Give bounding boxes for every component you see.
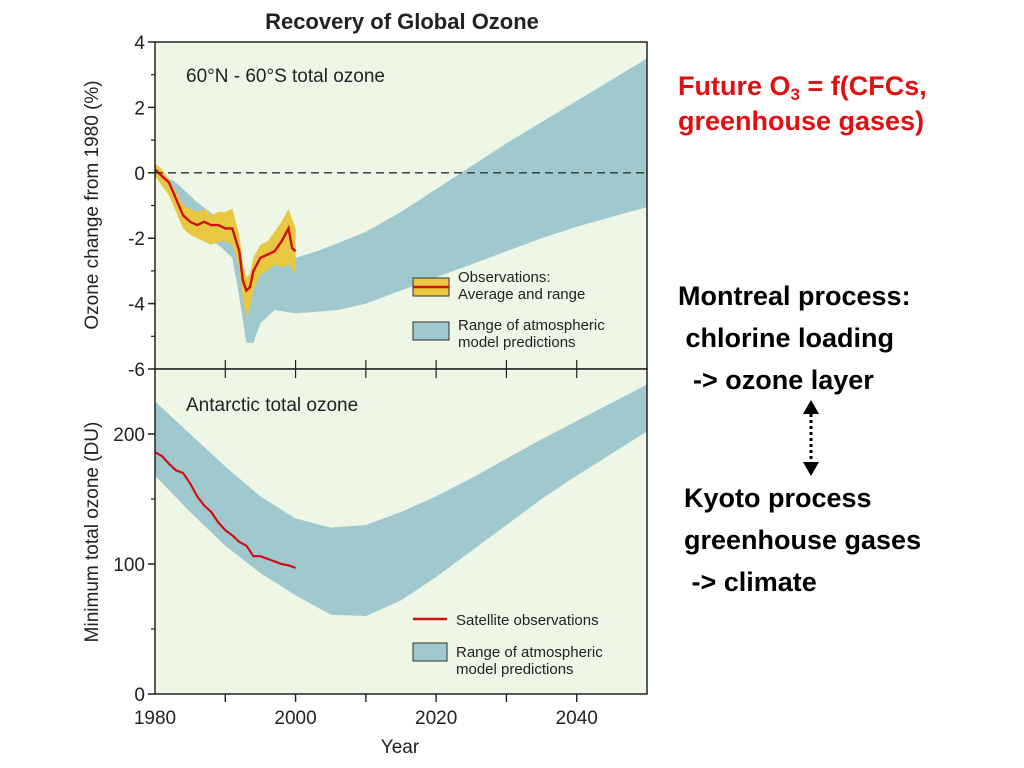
legend-model-swatch	[412, 642, 448, 662]
bottom-panel-label: Antarctic total ozone	[186, 395, 358, 416]
bottom-y-tick-label: 100	[113, 555, 145, 576]
ozone-recovery-chart: Recovery of Global Ozone 60°N - 60°S tot…	[82, 9, 648, 758]
future-suffix: = f(CFCs, greenhouse gases)	[678, 71, 927, 137]
bottom-satellite-observation-line	[154, 451, 296, 569]
top-y-tick-label: 0	[134, 164, 145, 185]
top-panel-legend: Observations: Average and range Range of a…	[412, 269, 605, 351]
legend-model-label: Range of atmospheric model predictions	[456, 644, 603, 678]
legend-observation-label: Observations: Average and range	[458, 269, 585, 303]
x-tick-label: 2000	[274, 708, 316, 729]
bottom-y-tick-label: 200	[113, 425, 145, 446]
legend-satellite-label: Satellite observations	[456, 612, 599, 629]
future-ozone-text: Future O3 = f(CFCs, greenhouse gases)	[678, 70, 927, 139]
kyoto-process-text: Kyoto process greenhouse gases -> climat…	[684, 483, 922, 597]
top-y-tick-label: 4	[134, 33, 145, 54]
top-y-tick-label: -6	[128, 360, 145, 381]
future-prefix: Future O	[678, 71, 791, 101]
bottom-model-prediction-band	[155, 384, 647, 616]
legend-model-label: Range of atmospheric model predictions	[458, 317, 605, 351]
x-tick-label: 2040	[556, 708, 598, 729]
top-y-tick-label: -4	[128, 295, 145, 316]
x-axis-label: Year	[381, 737, 420, 758]
bottom-y-tick-label: 0	[134, 685, 145, 706]
top-observation-range-band	[155, 163, 296, 317]
top-y-tick-label: -2	[128, 229, 145, 250]
x-tick-label: 1980	[134, 708, 176, 729]
bottom-panel-legend: Satellite observations Range of atmospher…	[412, 612, 603, 678]
top-panel-ylabel: Ozone change from 1980 (%)	[82, 80, 103, 329]
top-observation-average-line	[154, 168, 297, 293]
top-panel-plot	[154, 58, 647, 343]
x-tick-label: 2020	[415, 708, 457, 729]
montreal-process-text: Montreal process: chlorine loading -> oz…	[678, 281, 911, 395]
top-panel-label: 60°N - 60°S total ozone	[186, 66, 385, 87]
top-y-tick-label: 2	[134, 98, 145, 119]
bottom-panel-ylabel: Minimum total ozone (DU)	[82, 422, 103, 643]
bottom-panel-plot	[154, 384, 647, 616]
legend-model-swatch	[412, 321, 450, 341]
double-arrow-dotted-vertical-icon	[803, 400, 819, 476]
top-model-prediction-band	[155, 58, 647, 343]
top-panel-axes: 4 2 0 -2 -4 -6	[128, 33, 578, 381]
bottom-panel-frame	[154, 368, 648, 695]
future-subscript: 3	[790, 85, 800, 104]
chart-title: Recovery of Global Ozone	[265, 9, 539, 34]
